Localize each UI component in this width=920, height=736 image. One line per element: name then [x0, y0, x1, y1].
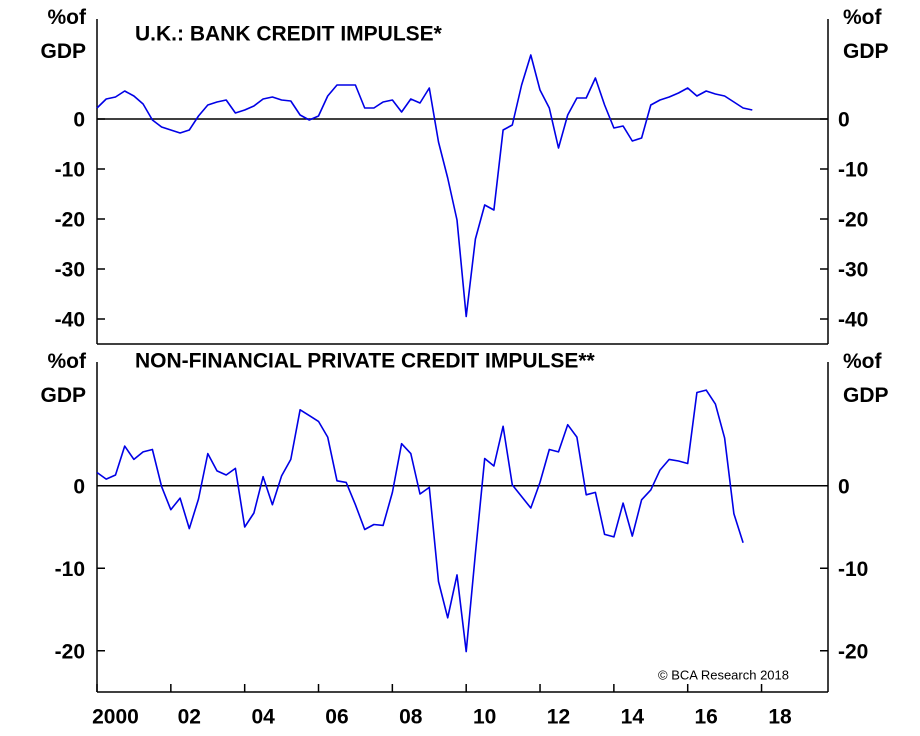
annotation: © BCA Research 2018 — [658, 667, 789, 682]
y-tick-label: 0 — [73, 109, 85, 132]
y-tick-label: -30 — [55, 259, 85, 282]
x-tick-label: 02 — [178, 706, 201, 729]
y2-tick-label: -20 — [838, 640, 868, 663]
y2-tick-label: -10 — [838, 558, 868, 581]
axis-label: %of GDP — [40, 6, 87, 63]
x-tick-label: 10 — [473, 706, 496, 729]
x-tick-label: 2000 — [92, 706, 139, 729]
y-tick-label: 0 — [73, 475, 85, 498]
x-tick-label: 06 — [325, 706, 348, 729]
chart-title: U.K.: BANK CREDIT IMPULSE* — [135, 23, 443, 46]
axis-label-line: %of — [48, 6, 88, 29]
data-line — [96, 54, 753, 318]
y2-tick-label: 0 — [838, 475, 850, 498]
x-tick-label: 18 — [768, 706, 792, 729]
y-tick-label: -10 — [55, 558, 85, 581]
axis-label-line: GDP — [843, 384, 889, 407]
y2-tick-label: 0 — [838, 109, 850, 132]
data-line — [96, 389, 744, 653]
y-tick-label: -20 — [55, 209, 85, 232]
axis-label: %of GDP — [843, 350, 889, 407]
axis-label-line: GDP — [843, 40, 889, 63]
y-tick-label: -40 — [55, 309, 85, 332]
y2-tick-label: -40 — [838, 309, 868, 332]
y2-tick-label: -30 — [838, 259, 868, 282]
chart-title: NON-FINANCIAL PRIVATE CREDIT IMPULSE** — [135, 350, 596, 373]
axis-label-line: GDP — [40, 384, 86, 407]
x-tick-label: 12 — [547, 706, 570, 729]
y2-tick-label: -20 — [838, 209, 868, 232]
y2-tick-label: -10 — [838, 159, 868, 182]
x-tick-label: 16 — [694, 706, 717, 729]
axis-label-line: %of — [843, 350, 883, 373]
x-tick-label: 04 — [251, 706, 275, 729]
axis-label-line: %of — [48, 350, 88, 373]
axis-label: %of GDP — [40, 350, 87, 407]
y-tick-label: -10 — [55, 159, 85, 182]
axis-label-line: GDP — [40, 40, 86, 63]
x-tick-label: 08 — [399, 706, 423, 729]
x-tick-label: 14 — [621, 706, 645, 729]
axis-label-line: %of — [843, 6, 883, 29]
axis-label: %of GDP — [843, 6, 889, 63]
y-tick-label: -20 — [55, 640, 85, 663]
